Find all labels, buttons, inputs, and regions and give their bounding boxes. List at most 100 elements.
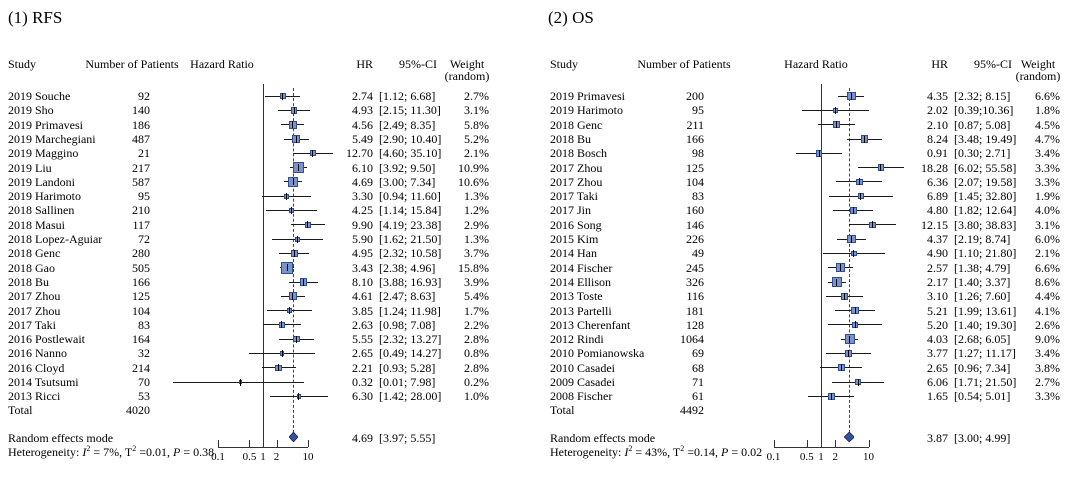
weight-value: 2.7%	[464, 89, 489, 103]
ci-value: [2.19; 8.74]	[954, 232, 1011, 246]
axis-tick	[835, 440, 837, 447]
heterogeneity-segment: =0.14,	[684, 445, 721, 460]
study-label: 2013 Toste	[550, 289, 603, 304]
hr-value: 5.20	[927, 317, 948, 332]
estimate-tick	[293, 106, 295, 114]
hr-value: 2.21	[352, 360, 373, 375]
patients-value: 104	[132, 303, 150, 318]
heterogeneity-segment: 2	[628, 444, 633, 454]
weight-value: 6.6%	[1035, 260, 1060, 275]
patients-value: 117	[132, 217, 150, 232]
heterogeneity-segment: = 0.38	[180, 445, 215, 460]
hr-value: 4.80	[927, 203, 948, 218]
heterogeneity-segment: P	[172, 445, 181, 460]
heterogeneity-segment: = 7%, T	[90, 445, 133, 460]
total-patients-value: 4020	[126, 402, 150, 417]
col-header-study: Study	[550, 57, 579, 71]
patients-value: 1064	[680, 332, 704, 347]
study-label: 2013 Ricci	[8, 389, 61, 404]
ci-value: [0.93; 5.28]	[379, 360, 436, 375]
ci-value: [1.71; 21.50]	[954, 375, 1017, 389]
weight-value: 3.1%	[464, 103, 489, 118]
axis-tick	[263, 440, 264, 447]
ci-value: [1.40; 3.37]	[954, 274, 1011, 289]
hr-value: 4.69	[352, 174, 373, 189]
study-label: 2017 Zhou	[8, 303, 61, 318]
ci-value: [1.27; 11.17]	[954, 346, 1016, 361]
patients-value: 160	[686, 203, 704, 218]
patients-value: 49	[692, 246, 704, 261]
estimate-tick	[860, 192, 862, 200]
estimate-tick	[835, 121, 837, 129]
col-header-weight: Weight	[449, 57, 485, 71]
estimate-tick	[852, 207, 854, 215]
study-label: 2019 Primavesi	[550, 89, 625, 103]
patients-value: 68	[692, 360, 704, 375]
ci-value: [2.07; 19.58]	[954, 174, 1017, 189]
study-label: 2008 Fischer	[550, 389, 613, 404]
study-label: 2010 Casadei	[550, 360, 615, 375]
col-header-weight-random: (random)	[1015, 69, 1061, 83]
hr-value: 5.49	[352, 131, 373, 146]
study-label: 2019 Harimoto	[8, 189, 81, 204]
patients-value: 211	[686, 117, 704, 132]
study-label: 2019 Souche	[8, 89, 71, 103]
ci-value: [2.32; 13.27]	[379, 332, 442, 347]
hr-value: 4.35	[927, 89, 948, 103]
col-header-study: Study	[8, 57, 37, 71]
weight-value: 0.2%	[464, 375, 489, 389]
heterogeneity-segment: I	[624, 445, 629, 460]
heterogeneity-segment: Heterogeneity:	[550, 445, 625, 460]
weight-value: 3.3%	[1035, 174, 1060, 189]
axis-tick	[806, 440, 808, 447]
ci-value: [2.47; 8.63]	[379, 289, 436, 304]
hr-value: 18.28	[921, 160, 948, 175]
estimate-tick	[854, 307, 856, 315]
study-label: 2013 Partelli	[550, 303, 612, 318]
patients-value: 21	[138, 146, 150, 161]
weight-value: 0.8%	[464, 346, 489, 361]
estimate-tick	[858, 178, 860, 186]
estimate-tick	[298, 392, 300, 400]
ci-line	[173, 381, 304, 383]
weight-value: 2.7%	[1035, 375, 1060, 389]
estimate-tick	[839, 264, 841, 272]
patients-value: 245	[686, 260, 704, 275]
ci-value: [0.54; 5.01]	[954, 389, 1011, 404]
axis-tick	[249, 440, 251, 447]
axis-tick-label: 1	[260, 450, 266, 463]
study-label: 2019 Maggino	[8, 146, 79, 161]
estimate-tick	[853, 249, 855, 257]
study-label: 2010 Pomianowska	[550, 346, 645, 361]
ci-value: [1.82; 12.64]	[954, 203, 1017, 218]
col-header-ci: 95%-CI	[974, 57, 1012, 71]
study-label: 2018 Bu	[8, 274, 50, 289]
estimate-tick	[281, 321, 283, 329]
axis-tick-label: 1	[818, 450, 824, 463]
patients-value: 83	[138, 317, 150, 332]
patients-value: 95	[138, 189, 150, 204]
patients-value: 164	[132, 332, 150, 347]
weight-value: 10.6%	[458, 174, 489, 189]
estimate-tick	[857, 378, 859, 386]
estimate-tick	[312, 149, 314, 157]
weight-value: 1.2%	[464, 203, 489, 218]
weight-value: 15.8%	[458, 260, 489, 275]
weight-value: 6.0%	[1035, 232, 1060, 246]
null-effect-line	[821, 84, 822, 447]
pooled-label: Random effects mode	[550, 430, 656, 445]
ci-value: [1.38; 4.79]	[954, 260, 1011, 275]
ci-value: [4.19; 23.38]	[379, 217, 442, 232]
hr-value: 3.43	[352, 260, 373, 275]
axis-line	[218, 447, 308, 448]
col-header-hazard-ratio: Hazard Ratio	[784, 57, 848, 71]
hr-value: 12.70	[346, 146, 373, 161]
hr-value: 3.30	[352, 189, 373, 204]
patients-value: 71	[692, 375, 704, 389]
axis-tick-label: 10	[302, 450, 314, 463]
weight-value: 1.9%	[1035, 189, 1060, 204]
study-label: 2016 Cloyd	[8, 360, 65, 375]
estimate-tick	[285, 192, 287, 200]
pooled-ci-value: [3.00; 4.99]	[954, 430, 1011, 445]
hr-value: 8.24	[927, 131, 948, 146]
